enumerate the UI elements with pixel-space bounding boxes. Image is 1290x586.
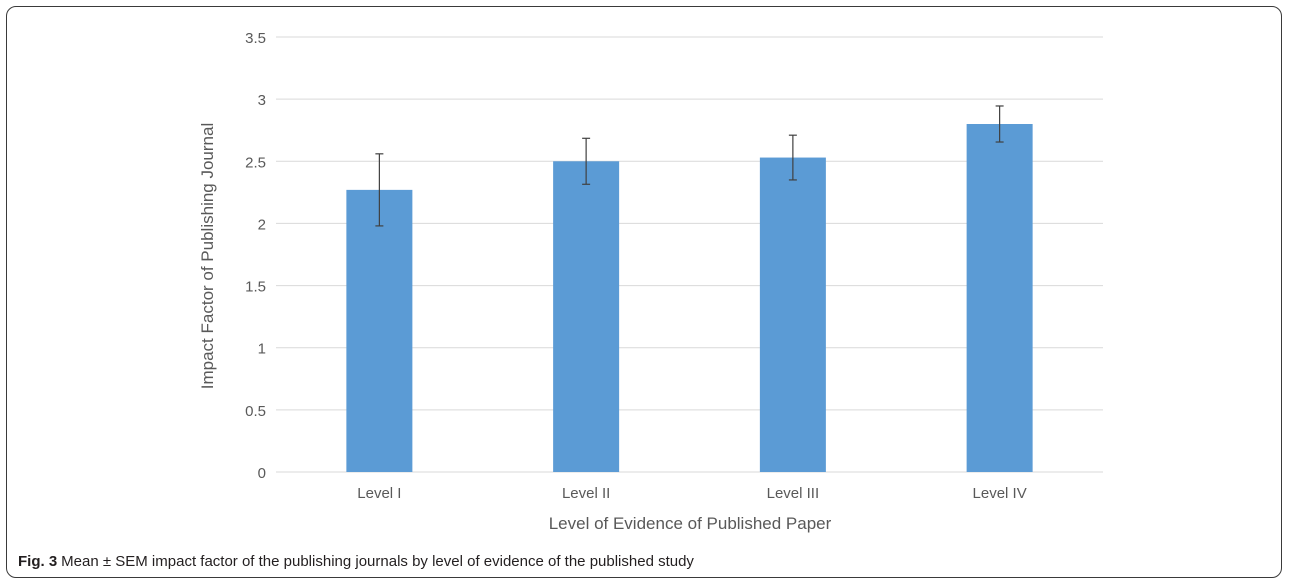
y-tick-label: 3.5 (245, 30, 266, 47)
y-tick-label: 1 (258, 341, 266, 358)
y-tick-labels: 0 0.5 1 1.5 2 2.5 3 3.5 (245, 30, 266, 482)
bar-chart: 0 0.5 1 1.5 2 2.5 3 3.5 Level I Level II Level II… (198, 30, 1103, 533)
caption-text: Mean ± SEM impact factor of the publishi… (61, 553, 694, 570)
x-tick-label: Level IV (973, 485, 1027, 502)
bar (553, 161, 620, 473)
bars (346, 124, 1033, 473)
y-tick-label: 3 (258, 92, 266, 109)
y-tick-label: 2 (258, 216, 266, 233)
figure-label: Fig. 3 (18, 553, 58, 570)
bar (346, 189, 413, 472)
x-tick-label: Level II (562, 485, 610, 502)
y-axis-label: Impact Factor of Publishing Journal (198, 123, 217, 389)
y-tick-label: 1.5 (245, 279, 266, 296)
x-axis-label: Level of Evidence of Published Paper (549, 514, 832, 533)
bar (966, 124, 1033, 472)
x-tick-labels: Level I Level II Level III Level IV (357, 485, 1026, 502)
x-tick-label: Level I (357, 485, 401, 502)
y-tick-label: 0.5 (245, 403, 266, 420)
figure-caption: Fig. 3 Mean ± SEM impact factor of the pu… (18, 553, 694, 570)
x-tick-label: Level III (767, 485, 820, 502)
y-tick-label: 2.5 (245, 154, 266, 171)
y-tick-label: 0 (258, 465, 266, 482)
error-bars (375, 105, 1004, 227)
grid-lines (276, 36, 1103, 473)
figure-frame (6, 6, 1282, 578)
bar (759, 157, 826, 473)
